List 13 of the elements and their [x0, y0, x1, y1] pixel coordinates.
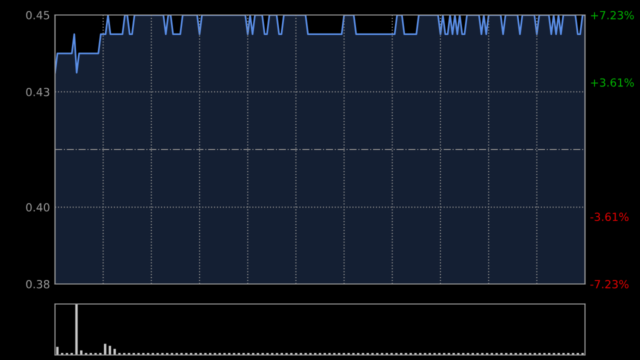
bar	[80, 350, 82, 355]
y2-tick-label: -7.23%	[590, 280, 629, 288]
y-tick-label: 0.45	[26, 10, 50, 20]
y-tick-label: 0.40	[26, 203, 50, 212]
y-tick-label: 0.43	[26, 88, 50, 96]
y2-tick-label: -3.61%	[590, 212, 629, 222]
y2-tick-label: +3.61%	[591, 78, 634, 87]
bar	[113, 348, 116, 355]
bar	[56, 346, 59, 355]
bar	[108, 346, 112, 355]
y-tick-label: 0.38	[26, 280, 50, 288]
bar	[104, 344, 106, 355]
y2-tick-label: +7.23%	[591, 10, 634, 20]
